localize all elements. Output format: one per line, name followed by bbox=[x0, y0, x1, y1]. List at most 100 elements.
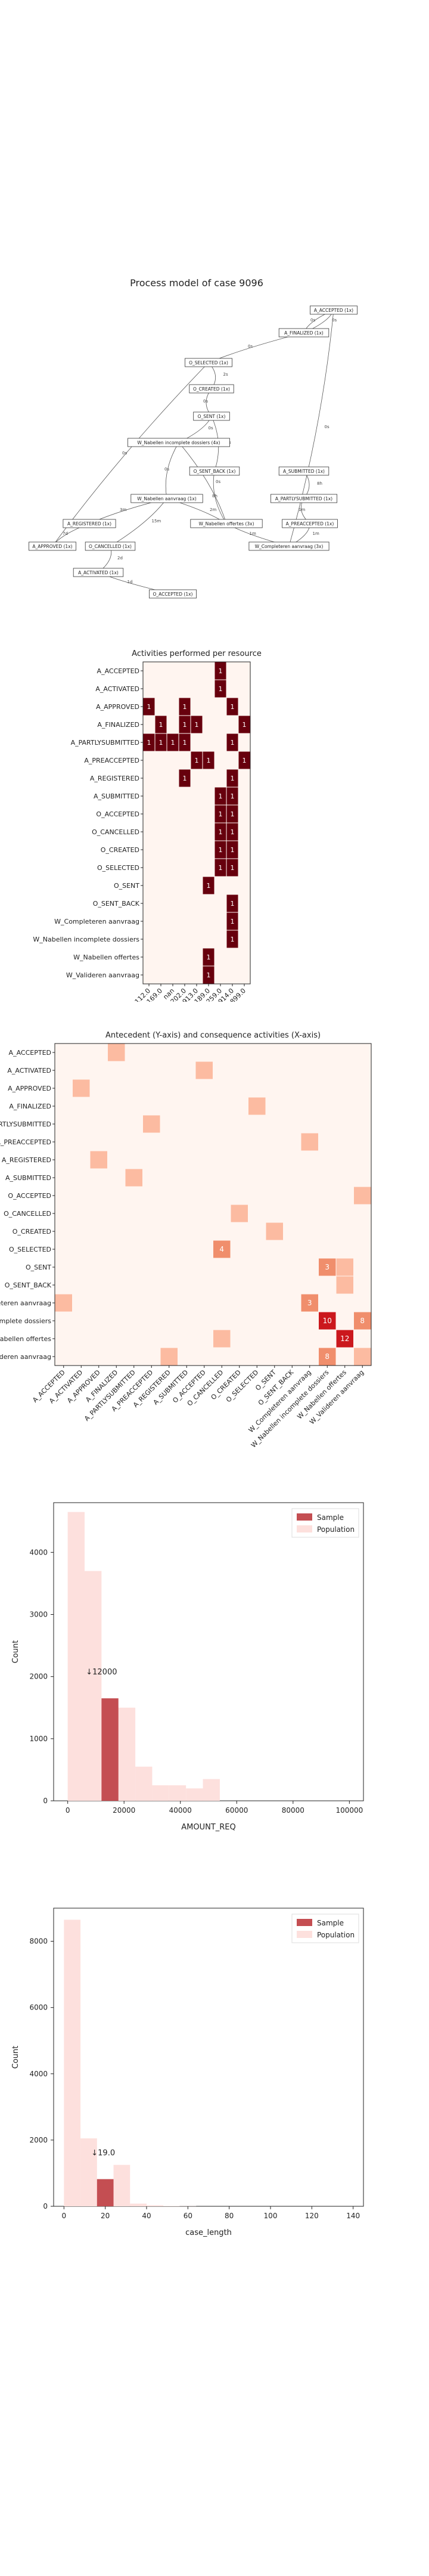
heatmap-cell bbox=[195, 1061, 213, 1079]
heatmap-cell bbox=[226, 930, 238, 948]
heatmap-plot-area bbox=[142, 661, 251, 984]
heatmap-cell-value: 1 bbox=[147, 739, 151, 747]
heatmap-cell bbox=[319, 1348, 336, 1366]
heatmap-cell-value: 1 bbox=[219, 828, 223, 836]
heatmap-cell-value: 1 bbox=[207, 882, 211, 890]
population-bar bbox=[130, 2203, 147, 2206]
process-edge-label: 0s bbox=[164, 467, 169, 472]
histogram-plot-area bbox=[53, 1908, 364, 2207]
heatmap-cell-value: 1 bbox=[231, 936, 235, 943]
process-node-box bbox=[29, 541, 76, 551]
heatmap-row-label: O_ACCEPTED bbox=[96, 810, 139, 818]
process-node-box bbox=[278, 328, 329, 338]
heatmap-row-label: O_SENT bbox=[114, 882, 139, 890]
heatmap-cell bbox=[214, 805, 226, 823]
heatmap-cell bbox=[73, 1079, 90, 1097]
heatmap-cell-value: 3 bbox=[307, 1299, 312, 1307]
heatmap-cell bbox=[231, 1205, 248, 1222]
heatmap-cell bbox=[226, 698, 238, 716]
heatmap-cell-value: 1 bbox=[147, 703, 151, 711]
population-bar bbox=[147, 2205, 163, 2206]
heatmap-row-label: O_CANCELLED bbox=[4, 1210, 51, 1218]
heatmap-cell-value: 8 bbox=[360, 1317, 365, 1325]
heatmap-cell bbox=[226, 841, 238, 859]
process-node-box bbox=[128, 438, 230, 447]
process-node-label: O_CANCELLED (1x) bbox=[89, 544, 132, 549]
heatmap-cell bbox=[266, 1222, 283, 1240]
heatmap-cell-value: 1 bbox=[243, 721, 247, 729]
heatmap-plot-area bbox=[54, 1043, 372, 1366]
amount-histogram-panel: ↓12000 0 20000 40000 60000 80000 100000 0 1000 20… bbox=[0, 1479, 429, 1849]
heatmap-cell-value: 8 bbox=[325, 1352, 329, 1361]
heatmap-row-label: O_CREATED bbox=[101, 846, 139, 854]
heatmap-cell-value: 1 bbox=[219, 846, 223, 854]
heatmap-cell-value: 4 bbox=[219, 1245, 224, 1253]
process-node-box bbox=[190, 519, 263, 528]
heatmap-cell bbox=[203, 751, 214, 769]
heatmap-cell-value: 1 bbox=[231, 739, 235, 747]
sample-bar bbox=[97, 2179, 114, 2206]
heatmap-cell bbox=[160, 1348, 178, 1366]
heatmap-row-label: A_REGISTERED bbox=[2, 1156, 51, 1164]
legend-swatch-sample bbox=[297, 1919, 312, 1926]
x-tick-label: 120 bbox=[305, 2212, 319, 2220]
heatmap-cell bbox=[354, 1312, 371, 1330]
heatmap-row-label: A_PREACCEPTED bbox=[84, 757, 139, 764]
process-node-label: A_ACCEPTED (1x) bbox=[314, 308, 353, 313]
population-bar bbox=[135, 1766, 153, 1801]
heatmap-cell-value: 1 bbox=[195, 757, 199, 764]
process-edge-label: 2d bbox=[117, 556, 123, 561]
x-tick-label: 100000 bbox=[335, 1806, 363, 1815]
x-axis-label: AMOUNT_REQ bbox=[181, 1823, 236, 1832]
heatmap-row-label: W_Valideren aanvraag bbox=[66, 971, 139, 979]
process-edge-label: 0s bbox=[209, 426, 213, 431]
process-edge bbox=[208, 332, 304, 363]
process-edge-label: 0s bbox=[248, 344, 253, 349]
transition-heatmap-panel: Antecedent (Y-axis) and consequence acti… bbox=[0, 1026, 429, 1455]
heatmap-row-label: W_Valideren aanvraag bbox=[0, 1353, 51, 1361]
heatmap-cell bbox=[238, 716, 250, 733]
process-edge-label: 0s bbox=[310, 318, 315, 323]
process-node-box bbox=[189, 466, 240, 476]
heatmap-cell bbox=[214, 841, 226, 859]
heatmap-row-label: W_Completeren aanvraag bbox=[0, 1299, 51, 1307]
heatmap-row-label: A_ACCEPTED bbox=[97, 667, 139, 675]
process-model-title: Process model of case 9096 bbox=[130, 277, 263, 289]
heatmap-cell-value: 1 bbox=[171, 739, 175, 747]
process-node-label: O_SENT_BACK (1x) bbox=[194, 469, 236, 474]
process-node-label: W_Nabellen offertes (3x) bbox=[198, 521, 254, 527]
population-bar bbox=[186, 1788, 203, 1801]
resource-heatmap-panel: Activities performed per resource 1 1 1 1 1 1 1… bbox=[0, 644, 429, 1011]
population-bar bbox=[169, 1785, 186, 1801]
process-node-box bbox=[270, 494, 337, 503]
heatmap-cell bbox=[226, 805, 238, 823]
y-tick-label: 4000 bbox=[29, 1548, 48, 1556]
heatmap-cell-value: 1 bbox=[219, 667, 223, 675]
population-bar bbox=[64, 1919, 81, 2206]
heatmap-cell bbox=[214, 859, 226, 877]
heatmap-cell bbox=[354, 1348, 371, 1366]
heatmap-row-label: A_ACTIVATED bbox=[7, 1067, 51, 1075]
process-edge-label: 0s bbox=[325, 425, 329, 429]
heatmap-row-label: O_SELECTED bbox=[97, 864, 139, 872]
heatmap-cell bbox=[238, 751, 250, 769]
heatmap-cell bbox=[191, 716, 203, 733]
heatmap-cell bbox=[319, 1312, 336, 1330]
heatmap-row-label: A_PARTLYSUBMITTED bbox=[0, 1120, 51, 1128]
case-length-histogram: ↓19.0 0 20 40 60 80 100 120 140 0 2000 4000 6000 8000… bbox=[11, 1908, 364, 2237]
population-bar bbox=[67, 1512, 85, 1801]
heatmap-cell-value: 1 bbox=[159, 739, 163, 747]
heatmap-cell bbox=[179, 769, 191, 787]
process-edge-label: 1d bbox=[128, 580, 133, 584]
process-node-box bbox=[130, 494, 203, 503]
x-tick-label: 0 bbox=[66, 1806, 70, 1815]
heatmap-cell-value: 1 bbox=[219, 810, 223, 818]
process-node-label: O_CREATED (1x) bbox=[193, 386, 230, 392]
population-bar bbox=[80, 2138, 97, 2206]
legend-label-sample: Sample bbox=[317, 1513, 344, 1522]
heatmap-cell-value: 1 bbox=[231, 828, 235, 836]
process-edge-label: 8h bbox=[212, 494, 217, 499]
heatmap-cell-value: 1 bbox=[219, 864, 223, 872]
heatmap-row-label: O_ACCEPTED bbox=[8, 1192, 51, 1200]
